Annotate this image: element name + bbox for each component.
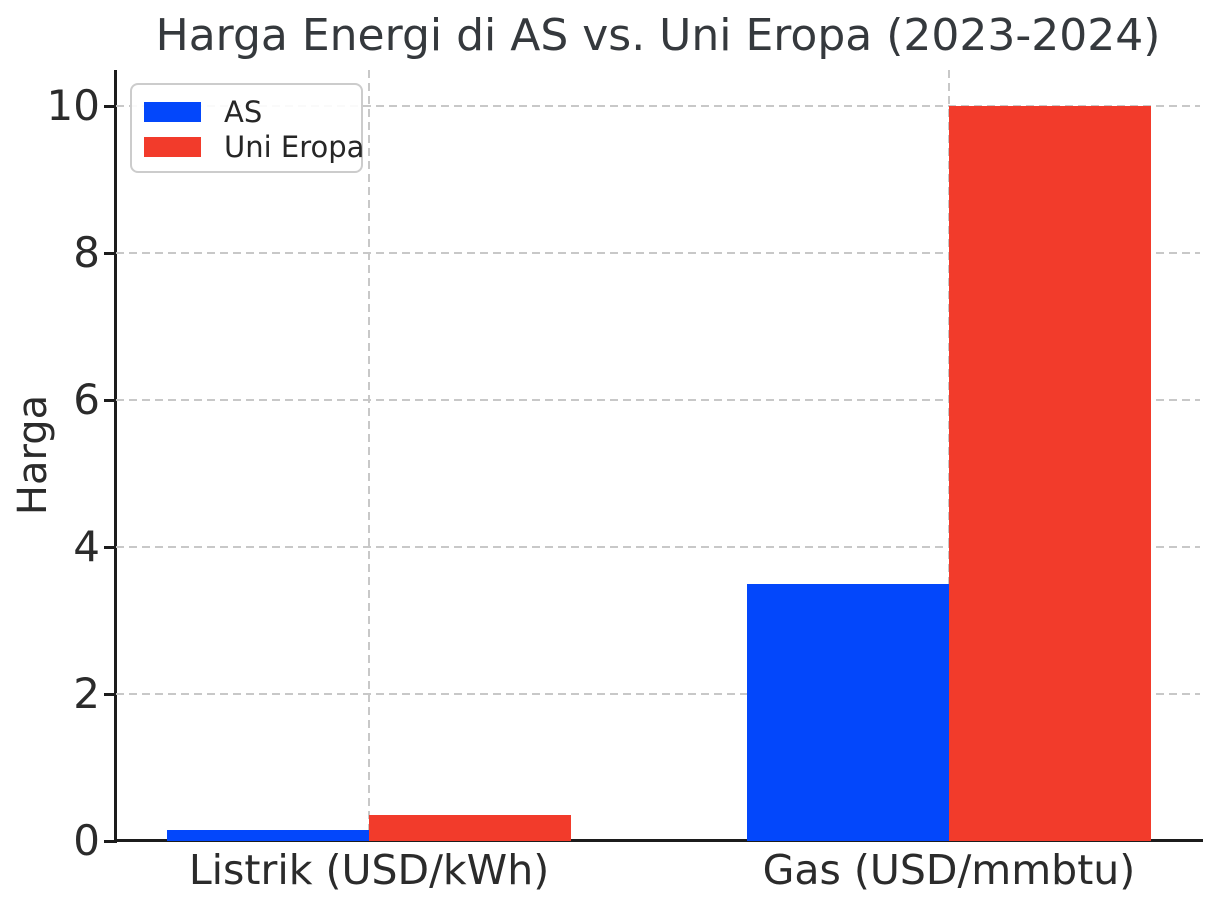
plot-area [116, 70, 1200, 841]
y-tick-mark-8 [104, 251, 115, 255]
left-spine [114, 70, 117, 843]
y-tick-label-8: 8 [73, 228, 100, 277]
bar-as-1 [746, 583, 949, 841]
bar-uni-eropa-1 [948, 106, 1151, 841]
legend-item-as: AS [144, 95, 361, 129]
x-tick-label-0: Listrik (USD/kWh) [188, 846, 550, 894]
legend-swatch-as [144, 102, 201, 122]
bar-as-0 [167, 829, 369, 841]
y-tick-mark-6 [104, 398, 115, 402]
chart-title: Harga Energi di AS vs. Uni Eropa (2023-2… [155, 10, 1161, 61]
y-gridline-8 [116, 252, 1200, 254]
y-tick-label-6: 6 [73, 375, 100, 424]
y-gridline-6 [116, 399, 1200, 401]
y-tick-label-4: 4 [73, 522, 100, 571]
x-gridline-0 [368, 70, 370, 841]
y-gridline-4 [116, 546, 1200, 548]
legend-item-uni-eropa: Uni Eropa [144, 130, 365, 164]
y-tick-label-2: 2 [73, 669, 100, 718]
y-gridline-2 [116, 693, 1200, 695]
legend-label-uni-eropa: Uni Eropa [224, 130, 365, 164]
legend-swatch-uni-eropa [144, 137, 201, 157]
legend: AS Uni Eropa [130, 83, 365, 173]
y-tick-mark-2 [104, 692, 115, 696]
x-tick-label-1: Gas (USD/mmbtu) [762, 846, 1136, 894]
bottom-spine [114, 839, 1203, 842]
y-tick-label-0: 0 [73, 816, 100, 865]
y-gridline-10 [116, 105, 1200, 107]
y-tick-mark-0 [104, 839, 115, 843]
y-tick-mark-4 [104, 545, 115, 549]
y-tick-mark-10 [104, 104, 115, 108]
legend-label-as: AS [224, 95, 263, 129]
bar-uni-eropa-0 [369, 815, 571, 841]
y-tick-label-10: 10 [46, 81, 100, 130]
